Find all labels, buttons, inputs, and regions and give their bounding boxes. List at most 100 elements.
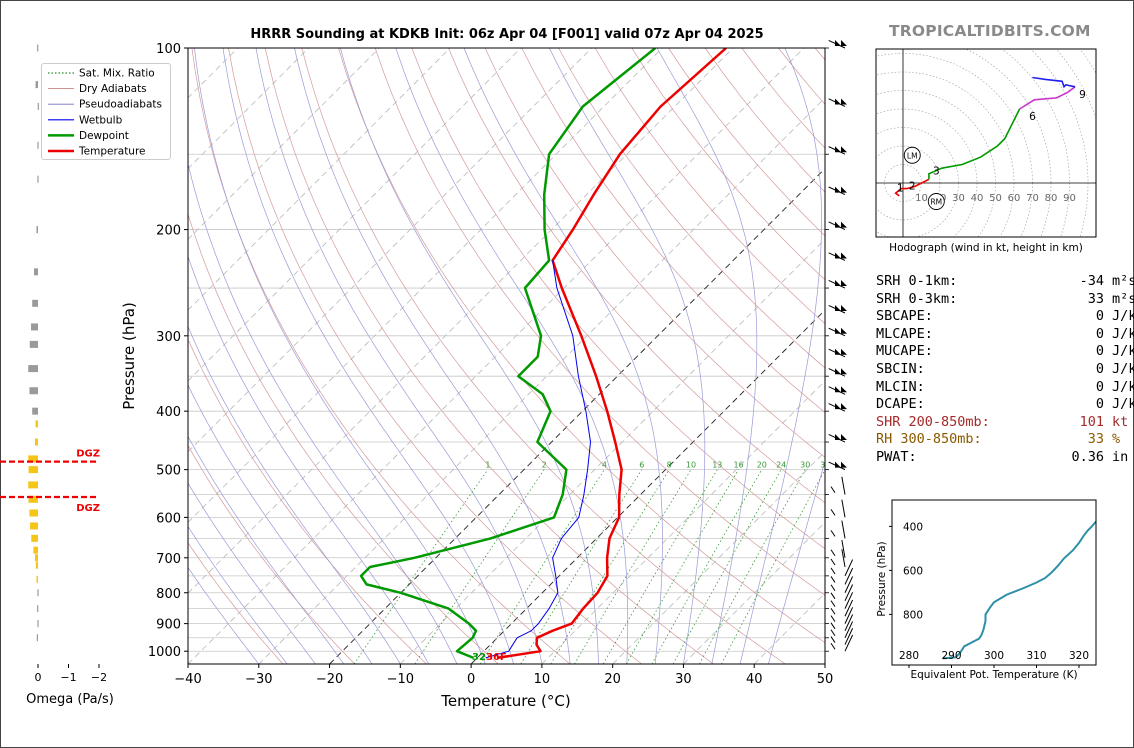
dry-adiabat [668,48,825,237]
moist-adiabat [188,325,401,664]
moist-adiabat [194,48,486,664]
storm-motion-marker [927,193,945,210]
omega-tick-label: −2 [91,671,107,684]
omega-bar [34,438,38,446]
wind-barb [828,386,847,395]
wind-barb [830,567,854,585]
wind-barb [830,634,854,652]
index-value: 0 [1095,343,1104,360]
omega-bar [37,102,39,110]
index-value: 33 [1087,290,1104,307]
index-unit: J/kg [1112,396,1134,413]
index-label: SBCAPE: [876,308,933,325]
dry-adiabat [631,48,825,281]
theta-e-x-tick-label: 300 [984,650,1004,662]
index-value: 101 [1079,413,1104,430]
index-label: SBCIN: [876,360,925,377]
omega-bar [37,44,39,52]
wind-barb [828,368,847,377]
hodograph-height-label: 2 [909,180,916,192]
wind-barb [830,628,854,645]
hodograph-height-label: 1 [897,182,904,194]
omega-bar [35,420,38,428]
wind-barb [828,304,847,314]
dry-adiabat [188,444,355,664]
index-value: 0.36 [1071,448,1104,465]
hodograph-ring [1001,49,1070,237]
hodograph-segment [928,108,1021,180]
isotherm [188,48,805,664]
dry-adiabat [228,48,643,664]
index-unit: kt [1112,413,1129,430]
isotherm [188,48,663,523]
mixing-ratio-label: 36 [820,461,830,470]
mixing-ratio-label: 13 [712,461,722,470]
wind-barb [828,221,847,231]
wind-barb [828,279,847,289]
wind-barb [828,186,847,196]
theta-e-x-tick-label: 320 [1069,650,1089,662]
surface-dewpoint-label: 36F [486,652,507,663]
mixing-ratio-label: 30 [800,461,810,470]
mixing-ratio-line [651,469,763,664]
moist-adiabat [656,48,758,664]
index-row: DCAPE: 0 J/kg [876,396,1134,414]
omega-bar [32,299,38,307]
mixing-ratio-label: 20 [757,461,767,470]
legend-label: Dry Adiabats [79,83,147,95]
y-tick-label: 700 [156,552,181,567]
dry-adiabat [594,48,825,325]
hodograph-segment [1019,86,1076,110]
isotherm [188,48,592,453]
omega-bar [33,546,38,554]
dry-adiabat [338,48,825,644]
y-tick-label: 1000 [148,645,181,660]
omega-bar [28,466,38,474]
dry-adiabat [301,48,786,664]
omega-bar [37,605,39,613]
x-tick-label: 0 [467,672,475,687]
index-label: MLCAPE: [876,325,933,342]
theta-e-y-tick-label: 800 [903,609,923,621]
y-tick-label: 300 [156,330,181,345]
index-label: RH 300-850mb: [876,431,982,448]
dry-adiabat [188,338,427,664]
hodograph-ring [876,53,1033,237]
hodograph-ring-label: 60 [1008,193,1021,204]
mixing-ratio-label: 16 [733,461,743,470]
omega-bar [28,495,38,503]
theta-e-x-tick-label: 310 [1026,650,1046,662]
isotherm [683,521,825,664]
index-row: SHR 200-850mb: 101 kt [876,414,1134,432]
omega-bar [29,509,38,517]
moist-adiabat [294,48,571,664]
mixing-ratio-line [479,469,605,664]
hodograph-ring [965,49,1052,237]
index-row: RH 300-850mb: 33% [876,431,1134,449]
wind-barb [830,599,854,617]
omega-bar [31,534,38,542]
y-tick-label: 200 [156,224,181,239]
isotherm [188,48,309,170]
dry-adiabat [264,48,714,664]
omega-tick-label: 0 [35,671,42,684]
index-label: SRH 0-3km: [876,290,958,307]
wind-barb [828,348,847,358]
moist-adiabat [395,48,629,664]
hodograph-ring [1055,49,1096,120]
index-value: 0 [1095,378,1104,395]
x-tick-label: 40 [746,672,763,687]
index-unit: in [1112,448,1129,465]
omega-bar [29,387,38,395]
hodograph-ring [876,71,1015,237]
watermark: TROPICALTIDBITS.COM [889,22,1091,40]
theta-e-ylabel: Pressure (hPa) [876,541,888,616]
dgz-label: DGZ [76,449,100,460]
moist-adiabat [188,435,344,664]
legend-label: Sat. Mix. Ratio [79,68,155,80]
index-value: 0 [1095,396,1104,413]
moist-adiabat [255,48,543,664]
isotherm [541,380,825,664]
moist-adiabat [188,255,429,664]
wind-barb [830,499,846,518]
